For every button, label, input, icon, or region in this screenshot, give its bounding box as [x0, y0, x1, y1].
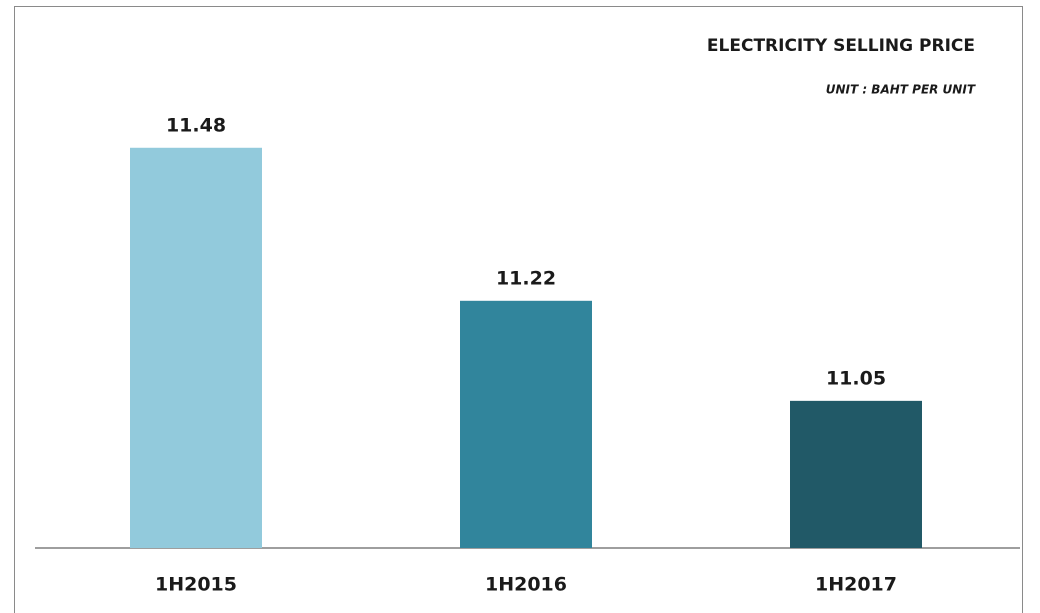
- bar: [460, 300, 592, 548]
- bar: [130, 147, 262, 548]
- value-label: 11.22: [496, 267, 556, 289]
- bar: [790, 400, 922, 548]
- x-tick-label: 1H2016: [485, 574, 567, 596]
- x-tick-label: 1H2017: [815, 574, 897, 596]
- value-label: 11.48: [166, 114, 226, 136]
- chart-subtitle: UNIT : BAHT PER UNIT: [826, 83, 976, 97]
- chart-frame: [14, 6, 1023, 613]
- x-tick-label: 1H2015: [155, 574, 237, 596]
- value-label: 11.05: [826, 367, 886, 389]
- chart-title: ELECTRICITY SELLING PRICE: [707, 36, 975, 56]
